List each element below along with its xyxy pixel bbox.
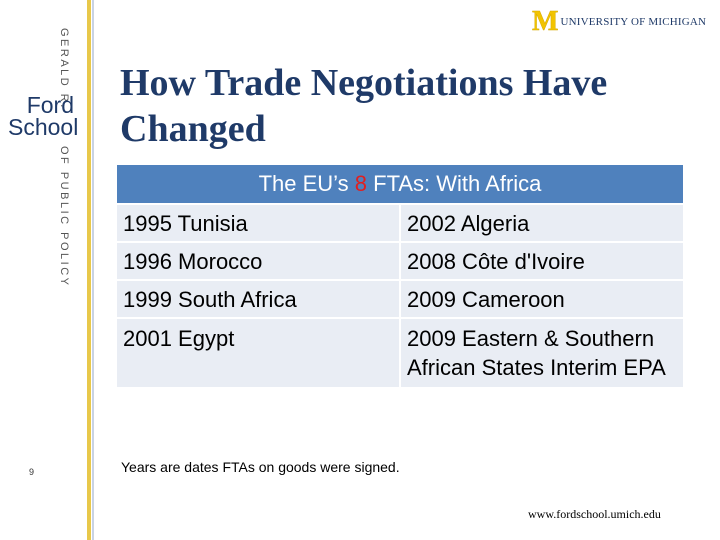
sidebar-name-line: Ford (26, 92, 74, 118)
table-body: 1995 Tunisia 2002 Algeria 1996 Morocco 2008… (115, 203, 685, 389)
header-part: FTAs: With Africa (367, 171, 542, 196)
title: How Trade Negotiations Have Changed (120, 62, 608, 150)
header-row: The EU’s 8 FTAs: With Africa (115, 163, 685, 205)
sidebar-bottom: OF PUBLIC POLICY (58, 146, 70, 288)
table-cell: 1995 Tunisia (115, 203, 401, 243)
logo-text: UNIVERSITY OF MICHIGAN (560, 16, 707, 28)
table-cell: 2001 Egypt (115, 317, 401, 389)
footnote: Years are dates FTAs on goods were signe… (121, 459, 400, 475)
table-row: 2001 Egypt 2009 Eastern & Southern Africa… (115, 317, 685, 389)
table-cell: 2009 Cameroon (399, 279, 685, 319)
sidebar-top: GERALD R. (58, 28, 70, 110)
url: www.fordschool.umich.edu (528, 507, 661, 521)
table-row: 1999 South Africa 2009 Cameroon (115, 279, 685, 319)
stripe (92, 0, 94, 540)
fta-table: The EU’s 8 FTAs: With Africa 1995 Tunisi… (115, 163, 685, 389)
sidebar-name: Ford School (8, 92, 79, 140)
table-cell: 2009 Eastern & Southern African States I… (399, 317, 685, 389)
table-cell: 2008 Côte d'Ivoire (399, 241, 685, 281)
table-cell: 1996 Morocco (115, 241, 401, 281)
table-cell: 2002 Algeria (399, 203, 685, 243)
stripe (87, 0, 91, 540)
logo-mark: M (532, 6, 559, 37)
header-part: The EU’s (258, 171, 355, 196)
header-count: 8 (354, 171, 368, 196)
table-cell: 1999 South Africa (115, 279, 401, 319)
sidebar-name-line: School (8, 114, 79, 140)
header-cell: The EU’s 8 FTAs: With Africa (115, 163, 685, 205)
table-row: 1995 Tunisia 2002 Algeria (115, 203, 685, 243)
table-row: 1996 Morocco 2008 Côte d'Ivoire (115, 241, 685, 281)
logo: M UNIVERSITY OF MICHIGAN (532, 6, 707, 37)
page-number: 9 (29, 467, 35, 477)
